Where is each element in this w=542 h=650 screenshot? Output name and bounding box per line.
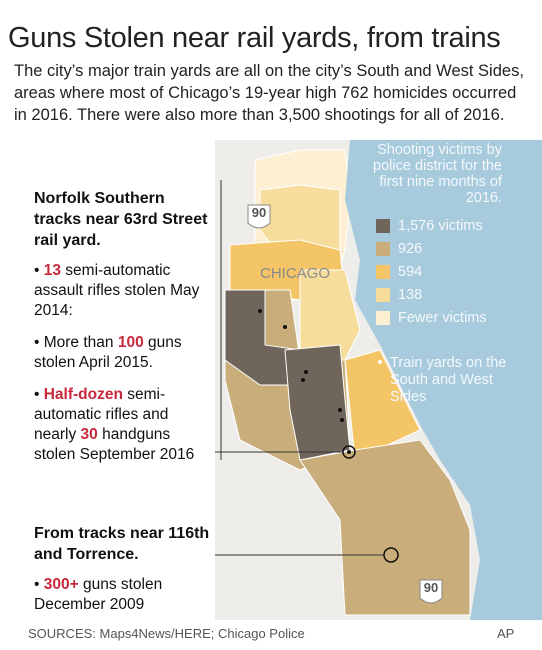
highway-shield — [247, 204, 271, 229]
legend-title: Shooting victims by police district for … — [373, 142, 502, 206]
districts — [224, 149, 471, 616]
legend-swatch — [376, 288, 390, 302]
train-yards — [258, 309, 382, 454]
callout-heading: Norfolk Southern tracks near 63rd Street… — [34, 190, 208, 249]
callout: From tracks near 116th and Torrence. • 3… — [34, 523, 214, 627]
text: guns stolen April 2015. — [34, 334, 182, 371]
text: semi-automatic rifles and nearly — [34, 386, 169, 443]
city-label: CHICAGO — [260, 265, 330, 282]
text: handguns stolen September 2016 — [34, 426, 195, 463]
highlight: 13 — [43, 262, 61, 279]
highlight: 300+ — [43, 576, 79, 593]
intro: The city’s major train yards are all on … — [14, 62, 524, 124]
legend-label: 1,576 victims — [398, 218, 483, 234]
text: semi-automatic assault rifles stolen May… — [34, 262, 200, 319]
legend-item: 1,576 victims — [376, 218, 483, 234]
district — [299, 439, 471, 616]
district — [284, 344, 351, 461]
district — [299, 269, 361, 361]
text: guns stolen December 2009 — [34, 576, 163, 613]
legend-item: 138 — [376, 287, 422, 303]
highway-shield — [419, 579, 443, 604]
text: More than — [43, 334, 118, 351]
legend-swatch — [376, 311, 390, 325]
legend-swatch — [376, 219, 390, 233]
legend-label: Fewer victims — [398, 310, 487, 326]
callout-heading: From tracks near 116th and Torrence. — [34, 525, 210, 563]
legend-label: 926 — [398, 241, 423, 257]
highway-label: 90 — [424, 580, 438, 595]
legend-item: 594 — [376, 264, 422, 280]
highlight: 30 — [80, 426, 98, 443]
legend-swatch — [376, 242, 390, 256]
bullet: • 13 semi-automatic assault rifles stole… — [34, 262, 200, 319]
highlight: 100 — [117, 334, 144, 351]
sources: SOURCES: Maps4News/HERE; Chicago Police — [28, 626, 305, 641]
site-marker — [342, 445, 356, 459]
callout: Norfolk Southern tracks near 63rd Street… — [34, 188, 214, 477]
legend-swatch — [376, 265, 390, 279]
bullet: • 300+ guns stolen December 2009 — [34, 576, 163, 613]
legend-item: 926 — [376, 241, 422, 257]
map-label: Train yards on the South and West Sides — [390, 355, 507, 405]
legend-item: Fewer victims — [376, 310, 487, 326]
credit: AP — [497, 626, 515, 641]
highlight: Half-dozen — [43, 386, 123, 403]
bullet: • Half-dozen semi-automatic rifles and n… — [34, 386, 195, 463]
legend-label: 138 — [398, 287, 423, 303]
highway-label: 90 — [252, 205, 266, 220]
title: Guns Stolen near rail yards, from trains — [8, 22, 501, 54]
site-marker — [383, 547, 399, 563]
legend-label: 594 — [398, 264, 423, 280]
district — [344, 349, 421, 461]
bullet: • More than 100 guns stolen April 2015. — [34, 334, 182, 371]
lake — [345, 140, 542, 620]
